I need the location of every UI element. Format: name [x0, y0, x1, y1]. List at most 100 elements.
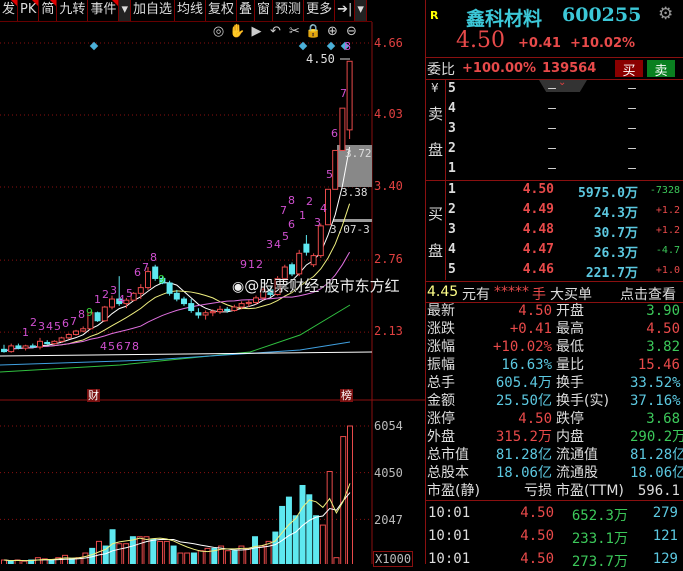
- toolbar-button[interactable]: 叠: [237, 0, 256, 21]
- volume-bar: [184, 552, 191, 564]
- volume-bar: [231, 550, 238, 564]
- buy-button[interactable]: 买: [615, 60, 643, 79]
- volume-bar: [306, 494, 313, 564]
- undo-icon[interactable]: ↶: [270, 24, 281, 39]
- stat-label: 最高: [556, 321, 584, 337]
- volume-bar: [238, 545, 245, 564]
- candle-up: [51, 340, 58, 345]
- hand-icon[interactable]: ✋: [229, 24, 246, 39]
- candle-up: [209, 311, 216, 314]
- sell-level[interactable]: 1 — —: [426, 161, 683, 181]
- candle-down: [224, 308, 231, 311]
- zoom-out-icon[interactable]: ⊖: [346, 24, 357, 39]
- volume-unit: X1000: [373, 551, 414, 567]
- candle-up: [245, 301, 252, 305]
- count-label: 6: [331, 127, 338, 140]
- sell-level[interactable]: 4 — —: [426, 101, 683, 121]
- level-volume: 26.3万: [593, 246, 638, 261]
- toolbar-button[interactable]: 预测: [273, 0, 305, 21]
- stat-label: 最低: [556, 339, 584, 355]
- price-change: +0.41: [518, 36, 561, 51]
- buy-level[interactable]: 4 4.47 26.3万 -4.7: [426, 242, 683, 262]
- stat-label: 涨停: [427, 411, 455, 427]
- price-tick: 4.66: [374, 36, 403, 50]
- stat-value: 亏损: [524, 483, 552, 499]
- toolbar-button[interactable]: ▾: [355, 0, 367, 21]
- toolbar-button[interactable]: 加自选: [131, 0, 175, 21]
- volume-bar: [68, 558, 75, 564]
- stat-row: 涨停 4.50 跌停 3.68: [426, 411, 683, 429]
- candle-down: [188, 303, 195, 311]
- count-label: 3: [38, 320, 45, 333]
- weibo-icon: ◉: [232, 279, 245, 295]
- candle-down: [29, 345, 36, 348]
- candle-up: [296, 252, 303, 275]
- stat-value: 81.28亿: [630, 447, 683, 463]
- stat-label: 总手: [427, 375, 455, 391]
- toolbar-button[interactable]: ➔|: [335, 0, 356, 21]
- volume-bar: [157, 540, 164, 564]
- candle-up: [317, 225, 324, 257]
- tick-price: 4.50: [520, 505, 554, 521]
- stat-label: 跌停: [556, 411, 584, 427]
- eye-icon[interactable]: ◎: [212, 24, 225, 39]
- collapse-button[interactable]: ⌄: [539, 80, 587, 92]
- zoom-in-icon[interactable]: ⊕: [327, 24, 338, 39]
- play-icon[interactable]: ▶: [251, 24, 262, 39]
- lock-icon[interactable]: 🔒: [305, 24, 322, 39]
- count-label: 2: [306, 195, 313, 208]
- level-index: 4: [448, 242, 456, 257]
- candle-up: [87, 312, 94, 330]
- candle-up: [73, 330, 79, 335]
- stat-row: 振幅 16.63% 量比 15.46: [426, 357, 683, 375]
- toolbar-button[interactable]: ▾: [119, 0, 131, 21]
- toolbar-button[interactable]: PK: [18, 0, 40, 21]
- count-label: 3: [266, 238, 273, 251]
- stat-label: 市盈(TTM): [556, 483, 624, 499]
- toolbar-button[interactable]: 均线: [175, 0, 206, 21]
- stat-row: 最新 4.50 开盘 3.90: [426, 303, 683, 321]
- gear-icon[interactable]: ⚙: [658, 4, 674, 24]
- candle-up: [22, 345, 29, 349]
- buy-level[interactable]: 3 4.48 30.7万 +1.2: [426, 222, 683, 242]
- count-label: 3: [314, 216, 321, 229]
- sell-level[interactable]: 3 — —: [426, 121, 683, 141]
- volume-bar: [319, 524, 326, 564]
- toolbar-button[interactable]: 九转: [57, 0, 89, 21]
- candle-down: [159, 277, 166, 284]
- count-label: 7: [70, 315, 77, 328]
- toolbar-button[interactable]: 更多: [304, 0, 336, 21]
- volume-bar: [143, 536, 150, 564]
- toolbar-button[interactable]: 事件: [88, 0, 120, 21]
- sell-button[interactable]: 卖: [647, 60, 675, 79]
- candle-up: [145, 271, 151, 289]
- scissors-icon[interactable]: ✂: [289, 24, 300, 39]
- event-diamond-icon: [89, 41, 99, 51]
- toolbar-button[interactable]: 简: [39, 0, 58, 21]
- count-label: 1: [22, 326, 29, 339]
- volume-bar: [272, 531, 279, 564]
- stat-label: 外盘: [427, 429, 455, 445]
- big-order-row[interactable]: 4.45 元有 ***** 手 大买单 点击查看: [426, 284, 683, 303]
- buy-level[interactable]: 2 4.49 24.3万 +1.2: [426, 202, 683, 222]
- toolbar-button[interactable]: 发: [0, 0, 19, 21]
- buy-level[interactable]: 5 4.46 221.7万 +1.0: [426, 262, 683, 282]
- finance-event-marker[interactable]: 财: [87, 389, 100, 402]
- level-price: 4.50: [522, 182, 554, 197]
- candle-up: [58, 337, 65, 342]
- stat-label: 流通股: [556, 465, 598, 481]
- stat-label: 总市值: [427, 447, 469, 463]
- view-link[interactable]: 点击查看: [620, 287, 676, 303]
- ranking-event-marker[interactable]: 榜: [340, 389, 353, 402]
- volume-bar: [48, 559, 55, 564]
- toolbar: 发 PK 简九转 事件 ▾ 加自选 均线 复权叠窗预测 更多 ➔| ▾: [0, 0, 372, 22]
- sell-level[interactable]: 2 — —: [426, 141, 683, 161]
- toolbar-button[interactable]: 复权: [206, 0, 238, 21]
- tick-row: 10:01 4.50 273.7万 129: [426, 551, 683, 571]
- toolbar-button[interactable]: 窗: [255, 0, 274, 21]
- sell-level[interactable]: 5 — —: [426, 81, 683, 101]
- buy-level[interactable]: 1 4.50 5975.0万 -7328: [426, 182, 683, 202]
- count-label: 7: [340, 87, 347, 100]
- stat-value: 3.68: [646, 411, 680, 427]
